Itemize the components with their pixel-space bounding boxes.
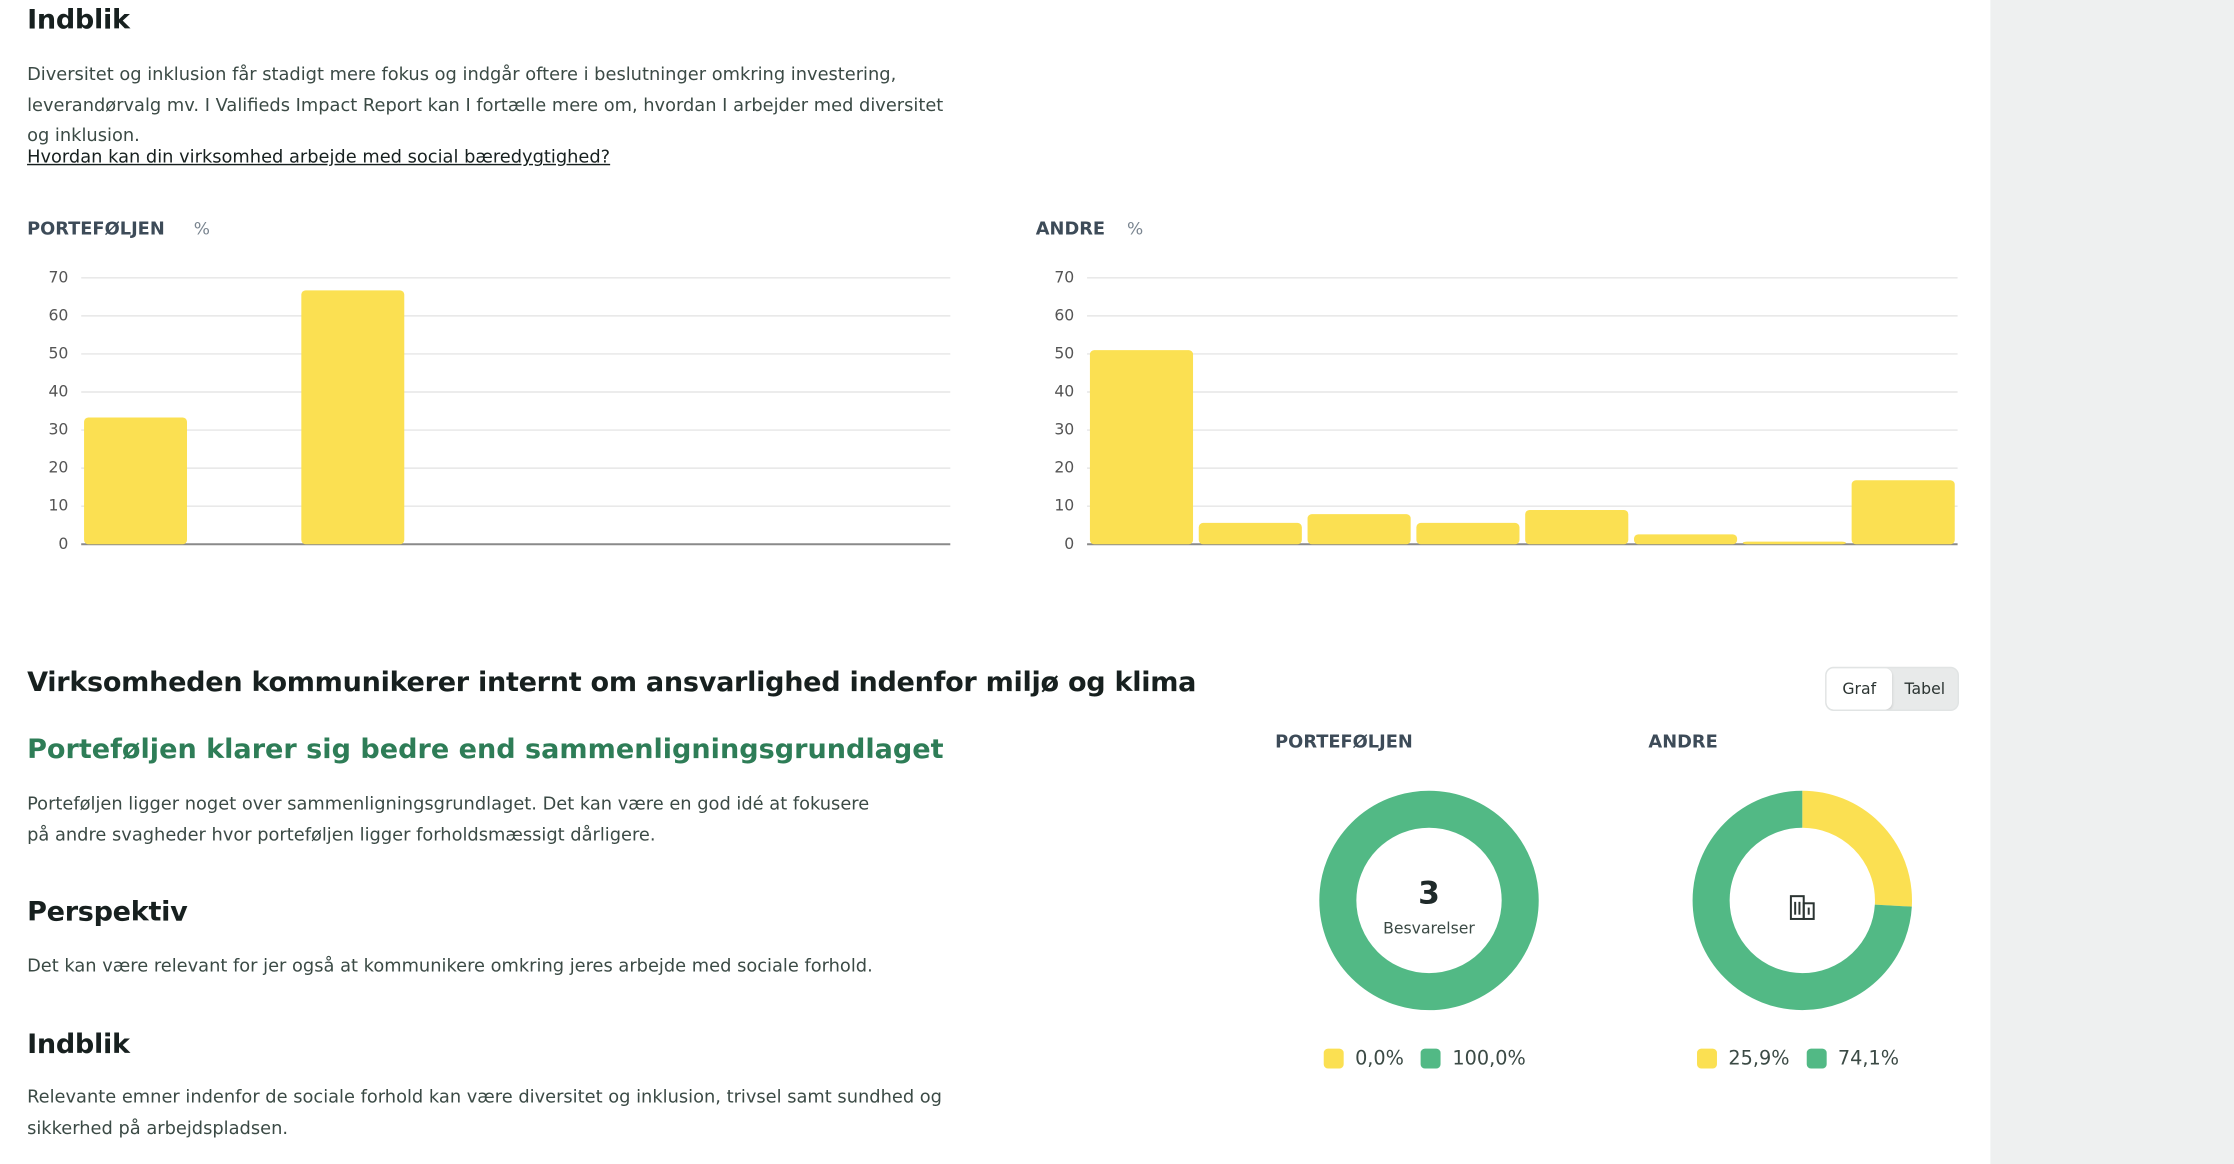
paragraph: Det kan være relevant for jer også at ko…: [27, 954, 873, 976]
chart-title: PORTEFØLJEN: [27, 218, 165, 239]
paragraph: Diversitet og inklusion får stadigt mere…: [27, 62, 944, 146]
link[interactable]: Hvordan kan din virksomhed arbejde med s…: [27, 145, 611, 167]
chart-title: PORTEFØLJEN: [1275, 731, 1413, 752]
legend-label: 0,0%: [1355, 1047, 1404, 1070]
bar: [301, 290, 405, 545]
bar: [1742, 541, 1846, 545]
legend-swatch: [1421, 1048, 1442, 1069]
y-tick-label: 20: [1054, 458, 1074, 477]
legend-label: 25,9%: [1728, 1047, 1790, 1070]
chart-title: ANDRE: [1648, 731, 1717, 752]
y-tick-label: 30: [48, 420, 68, 439]
y-tick-label: 60: [48, 305, 68, 324]
donut-segment: [1692, 790, 1913, 1011]
y-tick-label: 70: [48, 267, 68, 286]
y-tick-label: 20: [48, 458, 68, 477]
bar: [1851, 480, 1955, 545]
y-tick-label: 60: [1054, 305, 1074, 324]
paragraph: Relevante emner indenfor de sociale forh…: [27, 1085, 942, 1138]
y-tick-label: 10: [1054, 496, 1074, 515]
legend-label: 100,0%: [1452, 1047, 1526, 1070]
unit-label: %: [1127, 219, 1143, 239]
y-tick-label: 0: [58, 534, 68, 553]
center-value: 3: [1418, 876, 1440, 912]
bar: [84, 417, 187, 545]
donut-segment: [1319, 790, 1539, 1011]
charts: PORTEFØLJEN % 0 10 20 30 40 50 60 70 ANDRE % 0 10 20 30…: [27, 218, 1958, 1011]
toggle-button[interactable]: Graf: [1826, 668, 1893, 710]
view-toggle: Graf Tabel: [1825, 666, 1960, 711]
y-tick-label: 10: [48, 496, 68, 515]
legend: 0,0% 100,0%: [1323, 1047, 1535, 1070]
bar: [1307, 514, 1411, 545]
unit-label: %: [194, 219, 210, 239]
legend-swatch: [1806, 1048, 1827, 1069]
bar: [1198, 522, 1302, 545]
bar: [1633, 534, 1738, 545]
bar: [1416, 522, 1520, 545]
y-tick-label: 30: [1054, 420, 1074, 439]
paragraph: Porteføljen ligger noget over sammenlign…: [27, 792, 870, 845]
section-title: Virksomheden kommunikerer internt om ans…: [27, 666, 1197, 699]
heading: Indblik: [27, 4, 130, 36]
side-panel: [1990, 0, 2234, 1164]
bar: [1089, 350, 1194, 545]
toggle-button[interactable]: Tabel: [1904, 679, 1946, 699]
y-tick-label: 40: [48, 382, 68, 401]
section-subtitle: Porteføljen klarer sig bedre end sammenl…: [27, 733, 944, 766]
legend-swatch: [1697, 1048, 1717, 1069]
y-tick-label: 0: [1064, 534, 1074, 553]
bar: [1525, 509, 1629, 545]
y-tick-label: 40: [1054, 382, 1074, 401]
y-tick-label: 50: [1054, 343, 1074, 362]
y-tick-label: 50: [48, 343, 68, 362]
legend-label: 74,1%: [1837, 1047, 1900, 1070]
building-icon: [1789, 895, 1815, 920]
center-label: Besvarelser: [1383, 918, 1475, 937]
chart-title: ANDRE: [1036, 218, 1105, 239]
legend: 25,9% 74,1%: [1697, 1047, 1908, 1070]
heading: Perspektiv: [27, 896, 188, 928]
legend-swatch: [1323, 1048, 1344, 1069]
y-tick-label: 70: [1054, 267, 1074, 286]
heading: Indblik: [27, 1028, 130, 1061]
